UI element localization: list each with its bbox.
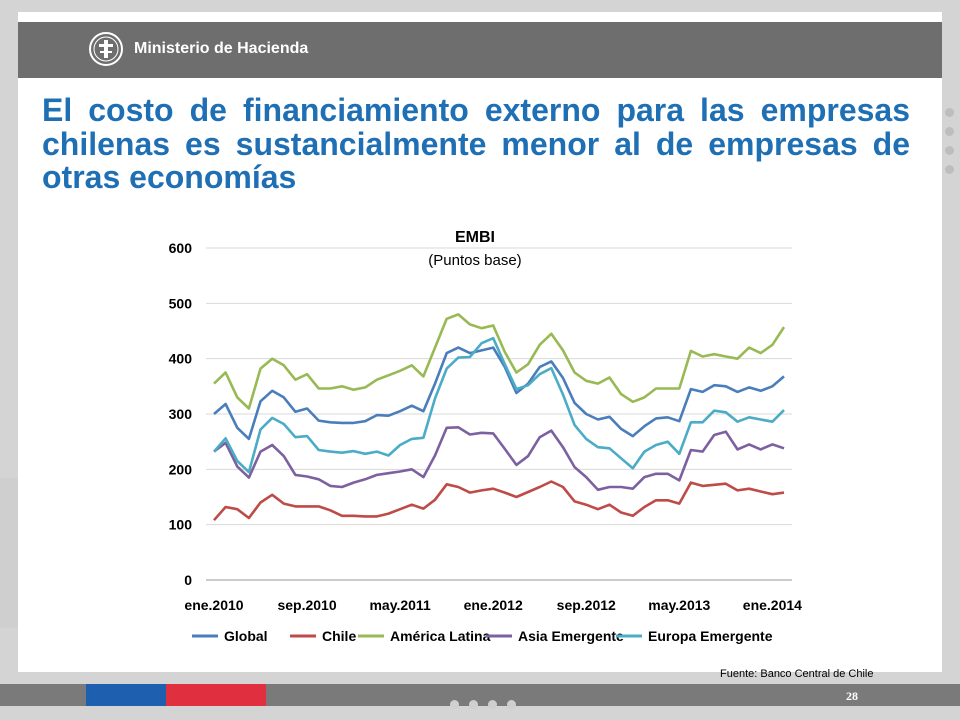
page-number: 28: [846, 689, 858, 703]
x-tick-label: may.2011: [369, 597, 430, 613]
x-tick-label: ene.2012: [464, 597, 523, 613]
footer-red-stripe: [166, 684, 266, 706]
left-edge-tab: [0, 478, 18, 628]
legend-label: Global: [224, 628, 268, 644]
legend-label: Asia Emergente: [518, 628, 624, 644]
y-tick-label: 100: [169, 517, 193, 533]
source-note: Fuente: Banco Central de Chile: [720, 668, 874, 680]
header-bar: [18, 22, 942, 78]
x-tick-label: ene.2014: [743, 597, 802, 613]
embi-line-chart: 0 100 200 300 400 500 600 ene.2010 sep.2010 may.2…: [169, 240, 803, 644]
side-decoration-dots: [942, 108, 960, 184]
y-tick-label: 600: [169, 240, 193, 256]
x-tick-label: sep.2012: [557, 597, 616, 613]
y-tick-label: 400: [169, 351, 193, 367]
ministry-emblem-icon: [89, 32, 123, 66]
ministry-name: Ministerio de Hacienda: [134, 40, 309, 57]
x-tick-label: may.2013: [648, 597, 710, 613]
series-line-chile: [213, 480, 785, 522]
series-line-asia-emergente: [213, 426, 785, 492]
bottom-decoration-dots: [450, 700, 516, 709]
x-tick-label: ene.2010: [184, 597, 243, 613]
legend-label: Europa Emergente: [648, 628, 773, 644]
chart-title: EMBI: [455, 229, 495, 246]
footer-blue-stripe: [86, 684, 166, 706]
y-tick-label: 500: [169, 295, 193, 311]
slide-background: [18, 12, 942, 672]
y-tick-label: 0: [184, 572, 192, 588]
chart-subtitle: (Puntos base): [428, 252, 522, 269]
series-line-américa-latina: [213, 313, 786, 410]
slide-title: El costo de financiamiento externo para …: [42, 92, 910, 196]
series-line-europa-emergente: [213, 336, 785, 474]
ministry-logo: Ministerio de Hacienda: [88, 30, 308, 68]
x-tick-label: sep.2010: [277, 597, 336, 613]
y-tick-label: 200: [169, 461, 193, 477]
y-tick-label: 300: [169, 406, 193, 422]
legend-label: América Latina: [390, 628, 491, 644]
legend-label: Chile: [322, 628, 356, 644]
series-line-global: [213, 346, 785, 441]
